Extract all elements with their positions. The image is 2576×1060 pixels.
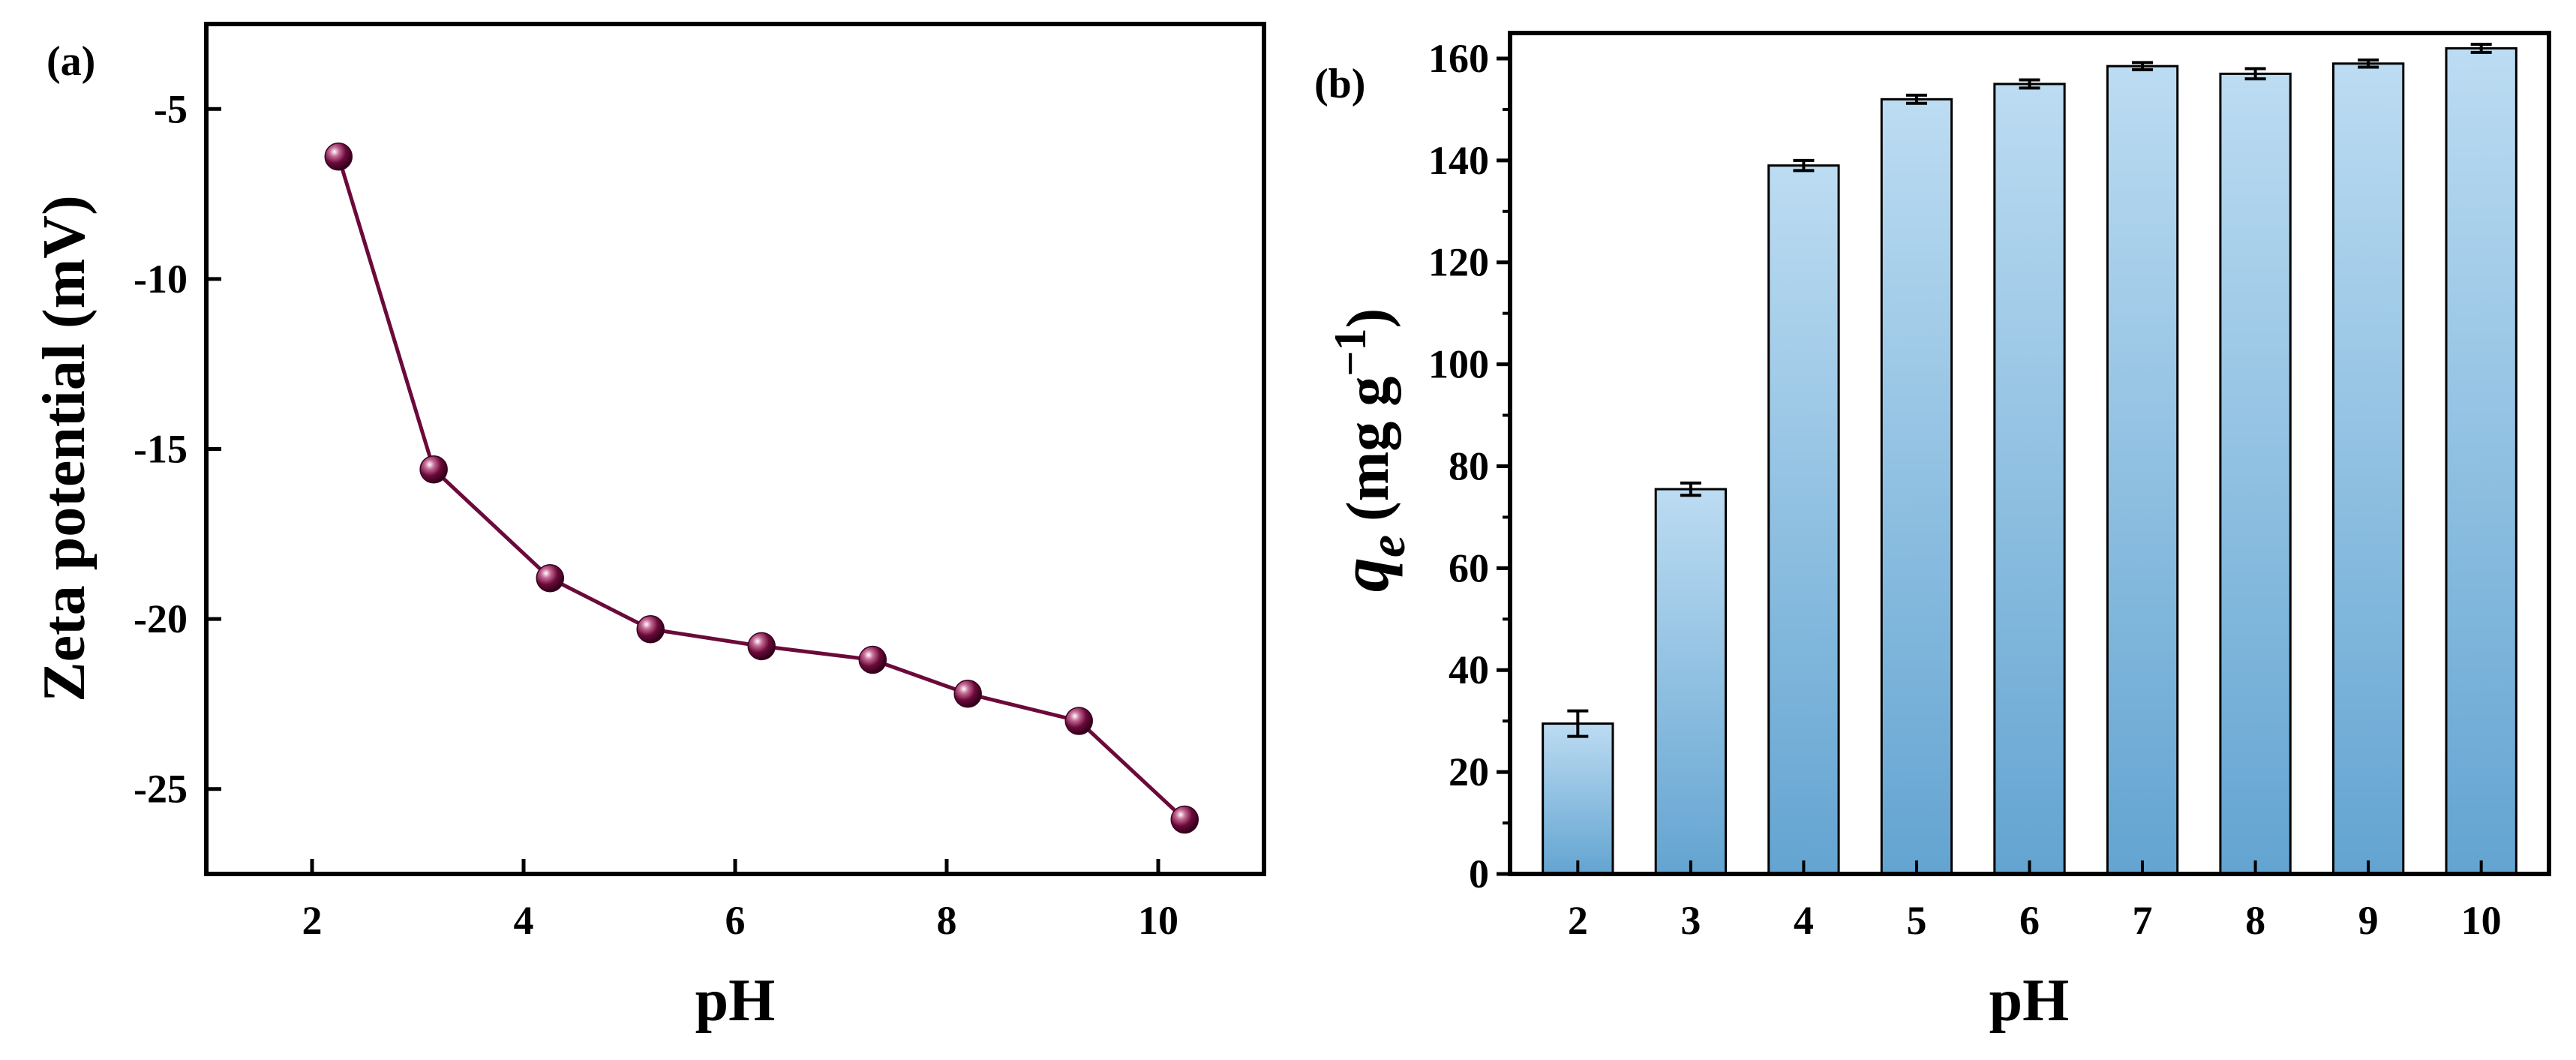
y-tick-label: -25 bbox=[134, 767, 188, 812]
panel-a-label: (a) bbox=[47, 38, 95, 85]
data-point bbox=[953, 680, 982, 708]
panel-b-ylabel: qe (mg g−1) bbox=[1326, 308, 1416, 592]
bar bbox=[1993, 83, 2066, 875]
x-tick-label: 4 bbox=[514, 898, 534, 943]
x-tick-label: 6 bbox=[2019, 898, 2040, 943]
data-point bbox=[324, 142, 353, 171]
bar bbox=[1880, 98, 1953, 875]
y-tick-label: 140 bbox=[1428, 138, 1489, 183]
ylabel-superscript: −1 bbox=[1326, 328, 1375, 376]
bar bbox=[2331, 62, 2405, 875]
error-bar bbox=[2244, 67, 2266, 81]
panel-a-xlabel: pH bbox=[695, 968, 776, 1034]
error-bar bbox=[2470, 42, 2492, 54]
y-tick-label: 100 bbox=[1428, 342, 1489, 387]
error-bar bbox=[2019, 78, 2040, 90]
bar bbox=[1542, 722, 1614, 875]
error-bar bbox=[1793, 158, 1815, 173]
data-point bbox=[858, 645, 887, 674]
y-tick-label: 120 bbox=[1428, 240, 1489, 285]
y-tick-label: 40 bbox=[1449, 647, 1489, 692]
x-tick-label: 2 bbox=[302, 898, 323, 943]
zeta-series-line bbox=[336, 156, 1186, 821]
panel-b-xlabel: pH bbox=[1989, 968, 2070, 1034]
panel-b-label: (b) bbox=[1314, 61, 1365, 107]
data-point bbox=[536, 563, 564, 593]
ylabel-subscript-e: e bbox=[1359, 535, 1416, 557]
y-tick-label: 160 bbox=[1428, 36, 1489, 81]
ylabel-units: (mg g bbox=[1335, 377, 1401, 521]
error-bar bbox=[1567, 709, 1589, 738]
data-point bbox=[747, 632, 776, 661]
x-tick-label: 10 bbox=[2461, 898, 2502, 943]
bar bbox=[2106, 65, 2179, 875]
bar bbox=[2219, 72, 2292, 875]
data-point bbox=[1064, 707, 1093, 735]
x-tick-label: 10 bbox=[1138, 898, 1178, 943]
data-point bbox=[419, 455, 448, 484]
x-tick-label: 9 bbox=[2358, 898, 2379, 943]
y-tick-label: 0 bbox=[1469, 851, 1489, 896]
y-tick-label: 80 bbox=[1449, 443, 1489, 488]
x-tick-label: 3 bbox=[1680, 898, 1701, 943]
error-bar bbox=[2358, 59, 2379, 69]
bar bbox=[1654, 488, 1728, 875]
x-tick-label: 4 bbox=[1794, 898, 1814, 943]
y-tick-label: 60 bbox=[1449, 545, 1489, 590]
error-bar bbox=[1680, 481, 1701, 497]
y-tick-label: -10 bbox=[134, 257, 188, 302]
zeta-potential-chart: (a) 2 4 6 8 10 -5 -10 -15 -20 -25 pH Zeta potent… bbox=[32, 22, 1266, 1034]
x-tick-label: 7 bbox=[2133, 898, 2153, 943]
y-tick-label: -15 bbox=[134, 427, 188, 472]
x-tick-label: 6 bbox=[725, 898, 746, 943]
x-tick-label: 8 bbox=[937, 898, 957, 943]
data-point bbox=[636, 614, 665, 644]
bar bbox=[1767, 164, 1840, 875]
x-tick-label: 2 bbox=[1568, 898, 1588, 943]
panel-b-frame bbox=[1508, 31, 2551, 876]
x-tick-label: 8 bbox=[2245, 898, 2265, 943]
bar bbox=[2445, 47, 2517, 875]
error-bar bbox=[1905, 93, 1927, 105]
ylabel-close-paren: ) bbox=[1335, 308, 1401, 329]
error-bar bbox=[2132, 61, 2154, 71]
ylabel-q: q bbox=[1326, 557, 1403, 592]
data-point bbox=[1170, 805, 1199, 834]
y-tick-label: -5 bbox=[154, 86, 188, 131]
panel-a-ylabel: Zeta potential (mV) bbox=[32, 195, 98, 701]
panel-a-frame bbox=[204, 22, 1266, 876]
x-tick-label: 5 bbox=[1906, 898, 1926, 943]
y-tick-label: 20 bbox=[1449, 749, 1489, 794]
y-tick-label: -20 bbox=[134, 596, 188, 641]
